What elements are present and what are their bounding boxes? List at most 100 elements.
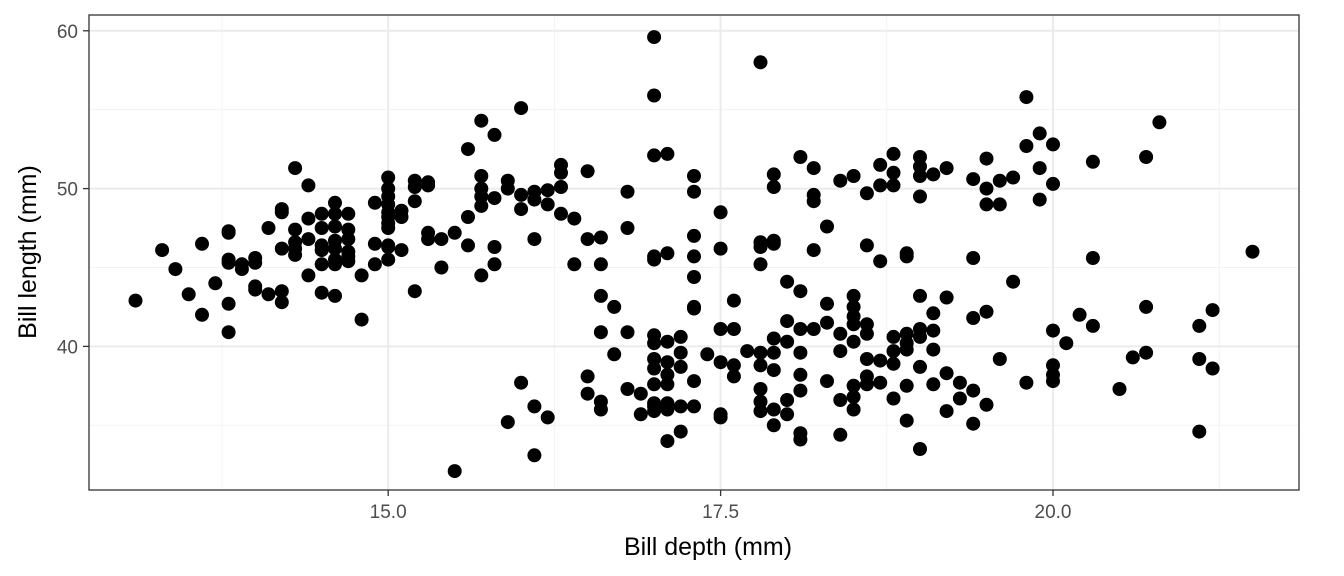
- data-point: [846, 317, 861, 332]
- data-point: [806, 322, 821, 336]
- data-point: [673, 329, 688, 344]
- data-point: [593, 325, 608, 340]
- data-point: [527, 399, 542, 414]
- data-point: [261, 287, 276, 302]
- data-point: [567, 257, 582, 272]
- data-point: [660, 246, 675, 261]
- data-point: [540, 197, 555, 212]
- data-point: [873, 178, 888, 193]
- data-point: [780, 393, 795, 407]
- data-point: [647, 377, 662, 392]
- data-point: [833, 326, 848, 341]
- data-point: [859, 377, 874, 392]
- data-point: [500, 415, 515, 430]
- data-point: [939, 290, 954, 305]
- data-point: [593, 230, 608, 245]
- data-point: [793, 345, 808, 360]
- data-point: [766, 363, 781, 378]
- data-point: [766, 345, 781, 360]
- data-point: [939, 161, 954, 176]
- data-point: [208, 276, 223, 291]
- data-point: [554, 165, 568, 180]
- data-point: [647, 361, 662, 376]
- x-tick-label: 15.0: [370, 502, 407, 523]
- data-point: [314, 243, 329, 258]
- data-point: [580, 369, 595, 384]
- data-point: [540, 410, 555, 425]
- data-point: [461, 142, 475, 157]
- data-point: [886, 356, 901, 371]
- data-point: [474, 198, 489, 213]
- data-point: [660, 334, 675, 349]
- data-point: [1139, 299, 1154, 314]
- data-point: [288, 222, 303, 237]
- data-point: [647, 88, 662, 103]
- data-point: [274, 295, 289, 310]
- data-point: [687, 169, 701, 183]
- data-point: [806, 194, 821, 209]
- data-point: [979, 151, 994, 166]
- data-point: [195, 307, 209, 322]
- data-point: [780, 407, 795, 422]
- data-point: [1059, 336, 1074, 351]
- data-point: [354, 312, 369, 327]
- data-point: [1019, 375, 1034, 390]
- data-point: [221, 255, 236, 270]
- data-point: [407, 194, 422, 209]
- data-point: [580, 386, 595, 401]
- data-point: [820, 219, 834, 234]
- data-point: [248, 255, 263, 270]
- data-point: [607, 299, 622, 314]
- x-tick-label: 17.5: [702, 502, 739, 523]
- data-point: [886, 329, 901, 344]
- data-point: [1032, 192, 1047, 207]
- data-point: [128, 293, 143, 308]
- data-point: [846, 389, 861, 404]
- data-point: [966, 251, 981, 265]
- data-point: [820, 296, 834, 311]
- data-point: [301, 268, 316, 283]
- data-point: [221, 325, 236, 340]
- data-point: [500, 181, 515, 196]
- data-point: [421, 178, 436, 193]
- data-point: [514, 375, 529, 390]
- data-point: [1192, 352, 1207, 366]
- data-point: [660, 355, 675, 370]
- data-point: [780, 274, 795, 289]
- data-point: [846, 169, 861, 183]
- data-point: [514, 202, 529, 217]
- data-point: [687, 228, 701, 243]
- data-point: [859, 326, 874, 341]
- data-point: [1046, 374, 1060, 389]
- data-point: [1006, 274, 1021, 289]
- data-point: [314, 257, 329, 272]
- data-point: [660, 434, 675, 449]
- data-point: [806, 161, 821, 176]
- data-point: [780, 314, 795, 329]
- data-point: [155, 243, 170, 258]
- data-point: [461, 210, 475, 224]
- data-point: [766, 236, 781, 251]
- data-point: [354, 268, 369, 283]
- data-point: [846, 288, 861, 303]
- data-point: [873, 254, 888, 269]
- data-point: [620, 382, 635, 396]
- data-point: [979, 304, 994, 319]
- data-point: [647, 148, 662, 163]
- data-point: [527, 232, 542, 247]
- data-point: [394, 203, 409, 218]
- data-point: [793, 284, 808, 299]
- data-point: [687, 399, 701, 414]
- data-point: [554, 206, 568, 221]
- data-point: [939, 404, 954, 419]
- data-point: [221, 224, 236, 239]
- data-point: [341, 232, 356, 247]
- data-point: [913, 288, 927, 303]
- data-point: [1245, 244, 1260, 259]
- data-point: [434, 232, 449, 247]
- data-point: [899, 249, 914, 264]
- data-point: [766, 167, 781, 182]
- data-point: [314, 206, 329, 221]
- data-point: [234, 262, 249, 277]
- data-point: [580, 164, 595, 179]
